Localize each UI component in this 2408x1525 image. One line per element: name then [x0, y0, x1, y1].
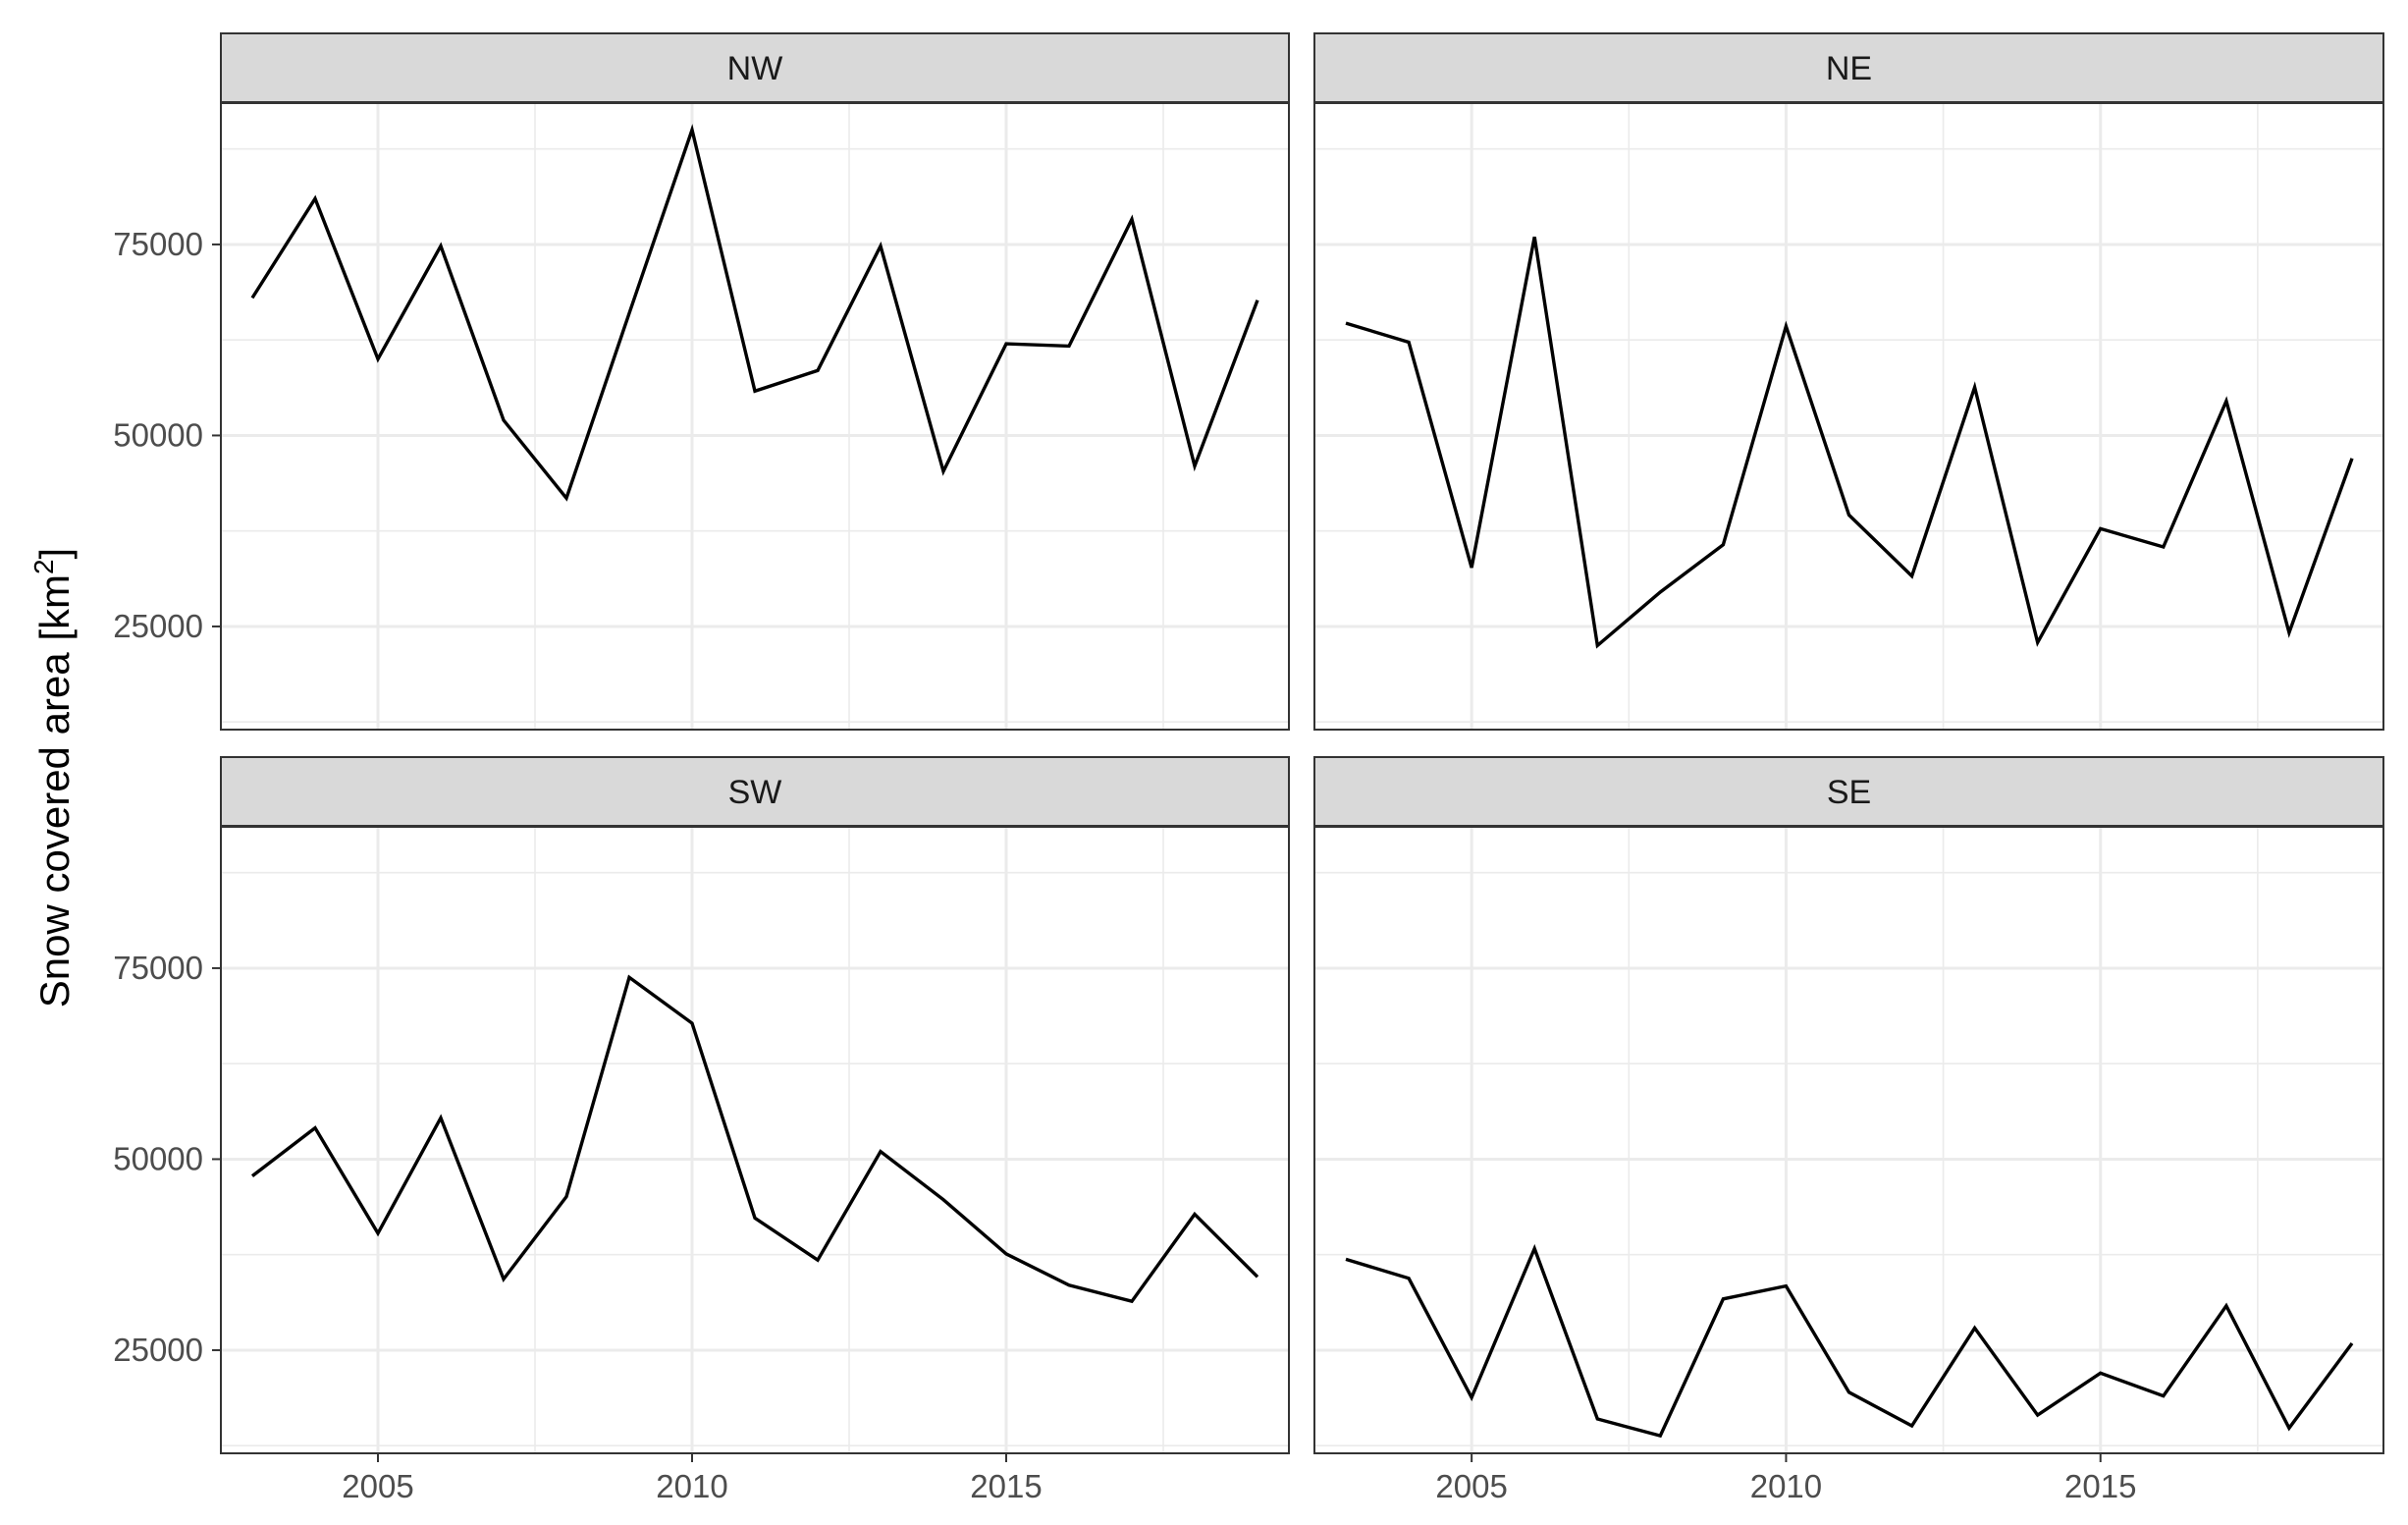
panel-background	[221, 827, 1289, 1453]
x-tick-label: 2005	[342, 1468, 413, 1504]
y-axis-title-end: ]	[31, 548, 78, 560]
facet-strip	[220, 32, 1290, 103]
facet-label: SW	[728, 774, 782, 811]
y-tick-label: 50000	[113, 416, 203, 453]
facet-strip	[1313, 756, 2384, 827]
y-axis-title-text: Snow covered area [km2]	[28, 548, 78, 1008]
series-line-ne	[1345, 236, 2354, 649]
series-line-nw	[250, 124, 1259, 502]
x-tick-label: 2010	[656, 1468, 727, 1504]
x-tick-label: 2015	[2064, 1468, 2136, 1504]
panel-sw: SW 25000 50000 75000 2005 2010 2015	[113, 756, 1290, 1504]
facet-strip	[220, 756, 1290, 827]
y-tick-label: 75000	[113, 950, 203, 986]
y-tick-label: 50000	[113, 1140, 203, 1176]
series-line-sw	[250, 974, 1259, 1304]
panel-background	[221, 103, 1289, 730]
y-axis-title: Snow covered area [km2]	[28, 548, 78, 1008]
panels-layer: NW 25000 50000 75000 NE SW 25000 50000 75000 2005…	[113, 32, 2384, 1504]
panel-nw: NW 25000 50000 75000	[113, 32, 1290, 731]
panel-se: SE 2005 2010 2015	[1313, 756, 2384, 1504]
panel-ne: NE	[1313, 32, 2384, 731]
x-tick-label: 2010	[1750, 1468, 1822, 1504]
y-tick-label: 25000	[113, 608, 203, 644]
facet-label: SE	[1827, 774, 1871, 811]
panel-background	[1314, 103, 2383, 730]
panel-background	[1314, 827, 2383, 1453]
facet-label: NE	[1826, 50, 1872, 87]
facet-label: NW	[727, 50, 783, 87]
y-axis-title-main: Snow covered area [km	[31, 574, 78, 1008]
x-tick-label: 2015	[970, 1468, 1042, 1504]
y-tick-label: 75000	[113, 226, 203, 262]
facet-strip	[1313, 32, 2384, 103]
y-tick-label: 25000	[113, 1332, 203, 1368]
y-axis-title-superscript: 2	[28, 559, 59, 574]
x-tick-label: 2005	[1435, 1468, 1507, 1504]
series-line-se	[1345, 1243, 2354, 1439]
